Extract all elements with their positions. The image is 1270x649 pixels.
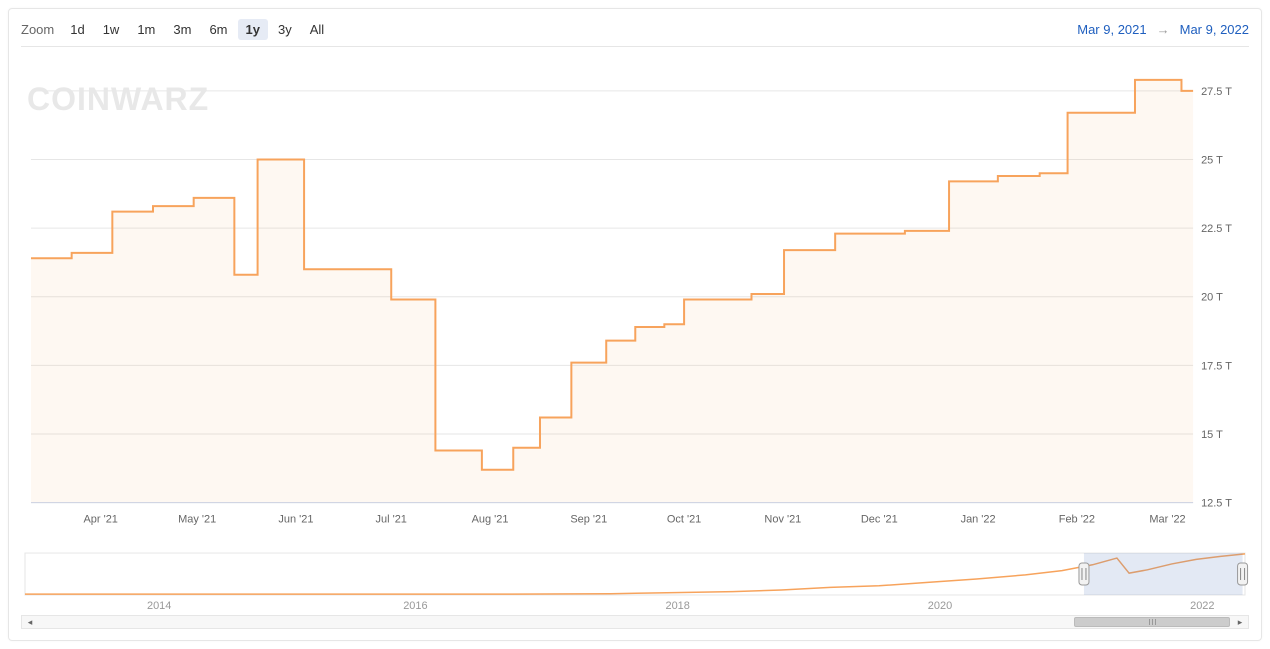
svg-text:2018: 2018 [665, 600, 689, 611]
scroll-right-arrow-icon[interactable]: ▸ [1232, 616, 1248, 628]
scroll-left-arrow-icon[interactable]: ◂ [22, 616, 38, 628]
chart-toolbar: Zoom 1d1w1m3m6m1y3yAll Mar 9, 2021 → Mar… [21, 19, 1249, 47]
svg-text:Jan '22: Jan '22 [961, 514, 996, 526]
svg-text:15 T: 15 T [1201, 429, 1223, 441]
svg-text:2016: 2016 [403, 600, 427, 611]
svg-text:25 T: 25 T [1201, 154, 1223, 166]
svg-text:Aug '21: Aug '21 [472, 514, 509, 526]
svg-text:17.5 T: 17.5 T [1201, 360, 1232, 372]
range-button-group: 1d1w1m3m6m1y3yAll [62, 19, 332, 40]
scroll-track[interactable] [38, 616, 1232, 628]
range-button-3m[interactable]: 3m [165, 19, 199, 40]
date-from-input[interactable]: Mar 9, 2021 [1077, 22, 1146, 37]
svg-text:Apr '21: Apr '21 [83, 514, 117, 526]
svg-text:Nov '21: Nov '21 [764, 514, 801, 526]
svg-text:22.5 T: 22.5 T [1201, 223, 1232, 235]
range-button-3y[interactable]: 3y [270, 19, 300, 40]
svg-text:Mar '22: Mar '22 [1149, 514, 1185, 526]
range-button-all[interactable]: All [302, 19, 332, 40]
navigator-svg: 2014 2016 2018 2020 2022 [21, 551, 1249, 611]
main-chart-svg: 12.5 T 15 T 17.5 T 20 T 22.5 T 25 T 27.5 T Apr … [21, 53, 1249, 533]
svg-text:20 T: 20 T [1201, 292, 1223, 304]
svg-text:Oct '21: Oct '21 [667, 514, 701, 526]
svg-text:Jul '21: Jul '21 [376, 514, 407, 526]
navigator-scrollbar[interactable]: ◂ ▸ [21, 615, 1249, 629]
svg-text:Dec '21: Dec '21 [861, 514, 898, 526]
scroll-thumb[interactable] [1074, 617, 1229, 627]
svg-text:12.5 T: 12.5 T [1201, 498, 1232, 510]
svg-text:2020: 2020 [928, 600, 952, 611]
date-to-input[interactable]: Mar 9, 2022 [1180, 22, 1249, 37]
chart-container: Zoom 1d1w1m3m6m1y3yAll Mar 9, 2021 → Mar… [8, 8, 1262, 641]
range-button-1y[interactable]: 1y [238, 19, 268, 40]
range-button-1w[interactable]: 1w [95, 19, 128, 40]
range-button-6m[interactable]: 6m [201, 19, 235, 40]
svg-text:2014: 2014 [147, 600, 171, 611]
svg-text:Jun '21: Jun '21 [278, 514, 313, 526]
date-range-display: Mar 9, 2021 → Mar 9, 2022 [1077, 22, 1249, 37]
zoom-label: Zoom [21, 22, 54, 37]
date-arrow-icon: → [1157, 22, 1170, 37]
svg-text:Feb '22: Feb '22 [1059, 514, 1095, 526]
svg-text:Sep '21: Sep '21 [570, 514, 607, 526]
navigator[interactable]: 2014 2016 2018 2020 2022 [21, 551, 1249, 611]
svg-text:May '21: May '21 [178, 514, 216, 526]
svg-text:27.5 T: 27.5 T [1201, 86, 1232, 98]
range-button-1m[interactable]: 1m [129, 19, 163, 40]
range-button-1d[interactable]: 1d [62, 19, 92, 40]
svg-text:2022: 2022 [1190, 600, 1214, 611]
main-plot-area[interactable]: CoinWarz 12.5 T15 T17.5 T20 T22.5 T25 T2… [21, 53, 1249, 533]
